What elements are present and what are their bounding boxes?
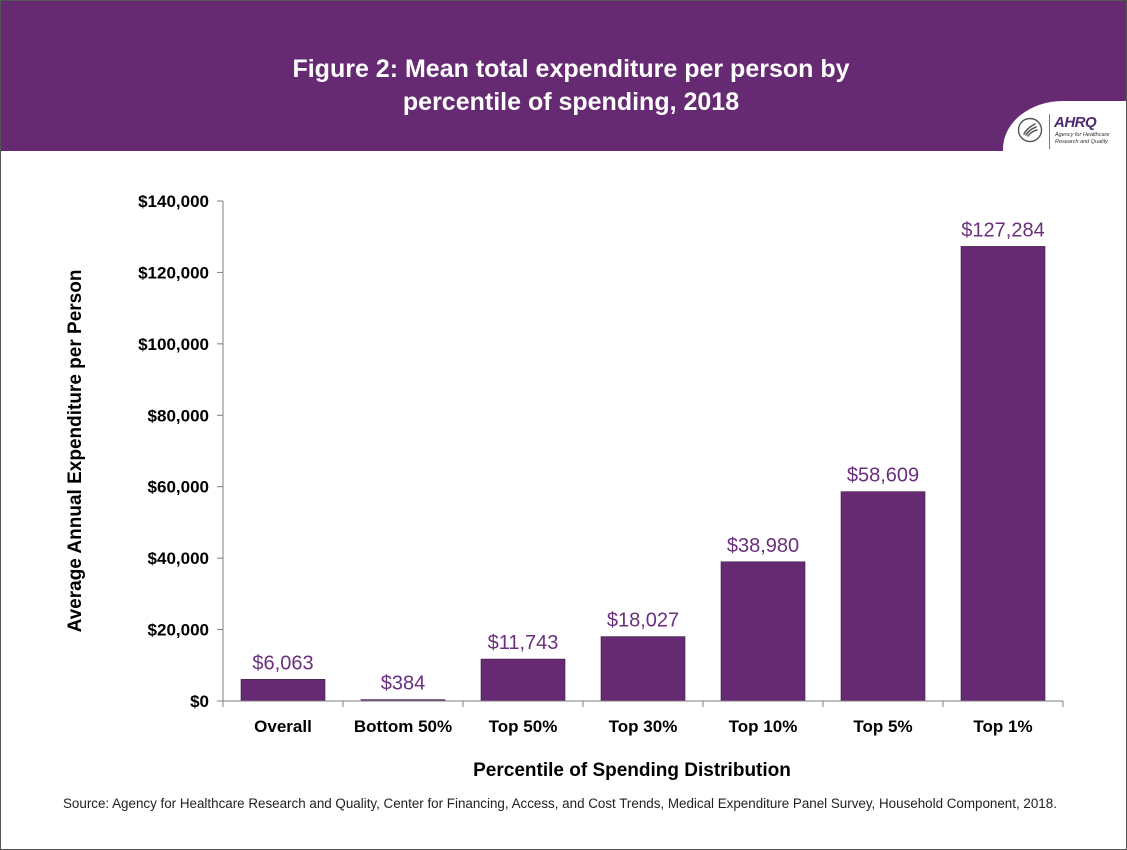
bars: $6,063 $384 $11,743 $18,027 $38,980 $58,609 $1… bbox=[240, 219, 1046, 702]
bar-value-label: $58,609 bbox=[847, 465, 919, 487]
bar-value-label: $38,980 bbox=[727, 535, 799, 557]
y-axis-label: Average Annual Expenditure per Person bbox=[65, 270, 86, 633]
y-tick-label: $120,000 bbox=[138, 263, 209, 282]
x-tick-label: Top 1% bbox=[973, 717, 1032, 736]
y-tick-label: $80,000 bbox=[148, 406, 209, 425]
bar bbox=[840, 491, 926, 702]
y-tick-label: $20,000 bbox=[148, 621, 209, 640]
hhs-eagle-icon bbox=[1017, 117, 1043, 143]
x-tick-label: Top 5% bbox=[853, 717, 912, 736]
x-tick-label: Bottom 50% bbox=[354, 717, 452, 736]
y-tick-label: $60,000 bbox=[148, 478, 209, 497]
ahrq-logo: AHRQ bbox=[1054, 114, 1097, 131]
bar-value-label: $6,063 bbox=[252, 652, 313, 674]
bar bbox=[960, 246, 1046, 702]
x-tick-label: Top 30% bbox=[609, 717, 678, 736]
x-axis: Overall Bottom 50% Top 50% Top 30% Top 10% To… bbox=[222, 700, 1064, 736]
x-tick-label: Overall bbox=[254, 717, 312, 736]
y-tick-label: $140,000 bbox=[138, 192, 209, 211]
bar-value-label: $18,027 bbox=[607, 610, 679, 632]
bar-value-label: $384 bbox=[381, 673, 426, 695]
bar-value-label: $11,743 bbox=[488, 632, 559, 654]
bar bbox=[720, 561, 806, 702]
bar-value-label: $127,284 bbox=[961, 219, 1044, 241]
ahrq-logo-subtitle-line-1: Agency for Healthcare bbox=[1055, 132, 1110, 138]
title-banner bbox=[1, 1, 1126, 151]
ahrq-logo-subtitle: Agency for Healthcare Research and Quali… bbox=[1055, 132, 1125, 145]
y-tick-label: $0 bbox=[190, 692, 209, 711]
y-axis: $0 $20,000 $40,000 $60,000 $80,000 $100,000 $1… bbox=[138, 192, 224, 711]
y-tick-label: $40,000 bbox=[148, 549, 209, 568]
x-axis-label: Percentile of Spending Distribution bbox=[473, 760, 791, 781]
y-tick-label: $100,000 bbox=[138, 335, 209, 354]
source-note: Source: Agency for Healthcare Research a… bbox=[63, 796, 1057, 811]
bar bbox=[240, 679, 326, 702]
bar bbox=[480, 658, 566, 702]
chart-title-line-1: Figure 2: Mean total expenditure per per… bbox=[292, 55, 850, 83]
x-tick-label: Top 50% bbox=[489, 717, 558, 736]
x-tick-label: Top 10% bbox=[729, 717, 798, 736]
chart-title-line-2: percentile of spending, 2018 bbox=[402, 88, 740, 116]
logo-divider bbox=[1049, 114, 1050, 149]
ahrq-logo-subtitle-line-2: Research and Quality bbox=[1055, 138, 1108, 145]
bar bbox=[600, 636, 686, 702]
chart-title: Figure 2: Mean total expenditure per per… bbox=[1, 53, 1126, 119]
